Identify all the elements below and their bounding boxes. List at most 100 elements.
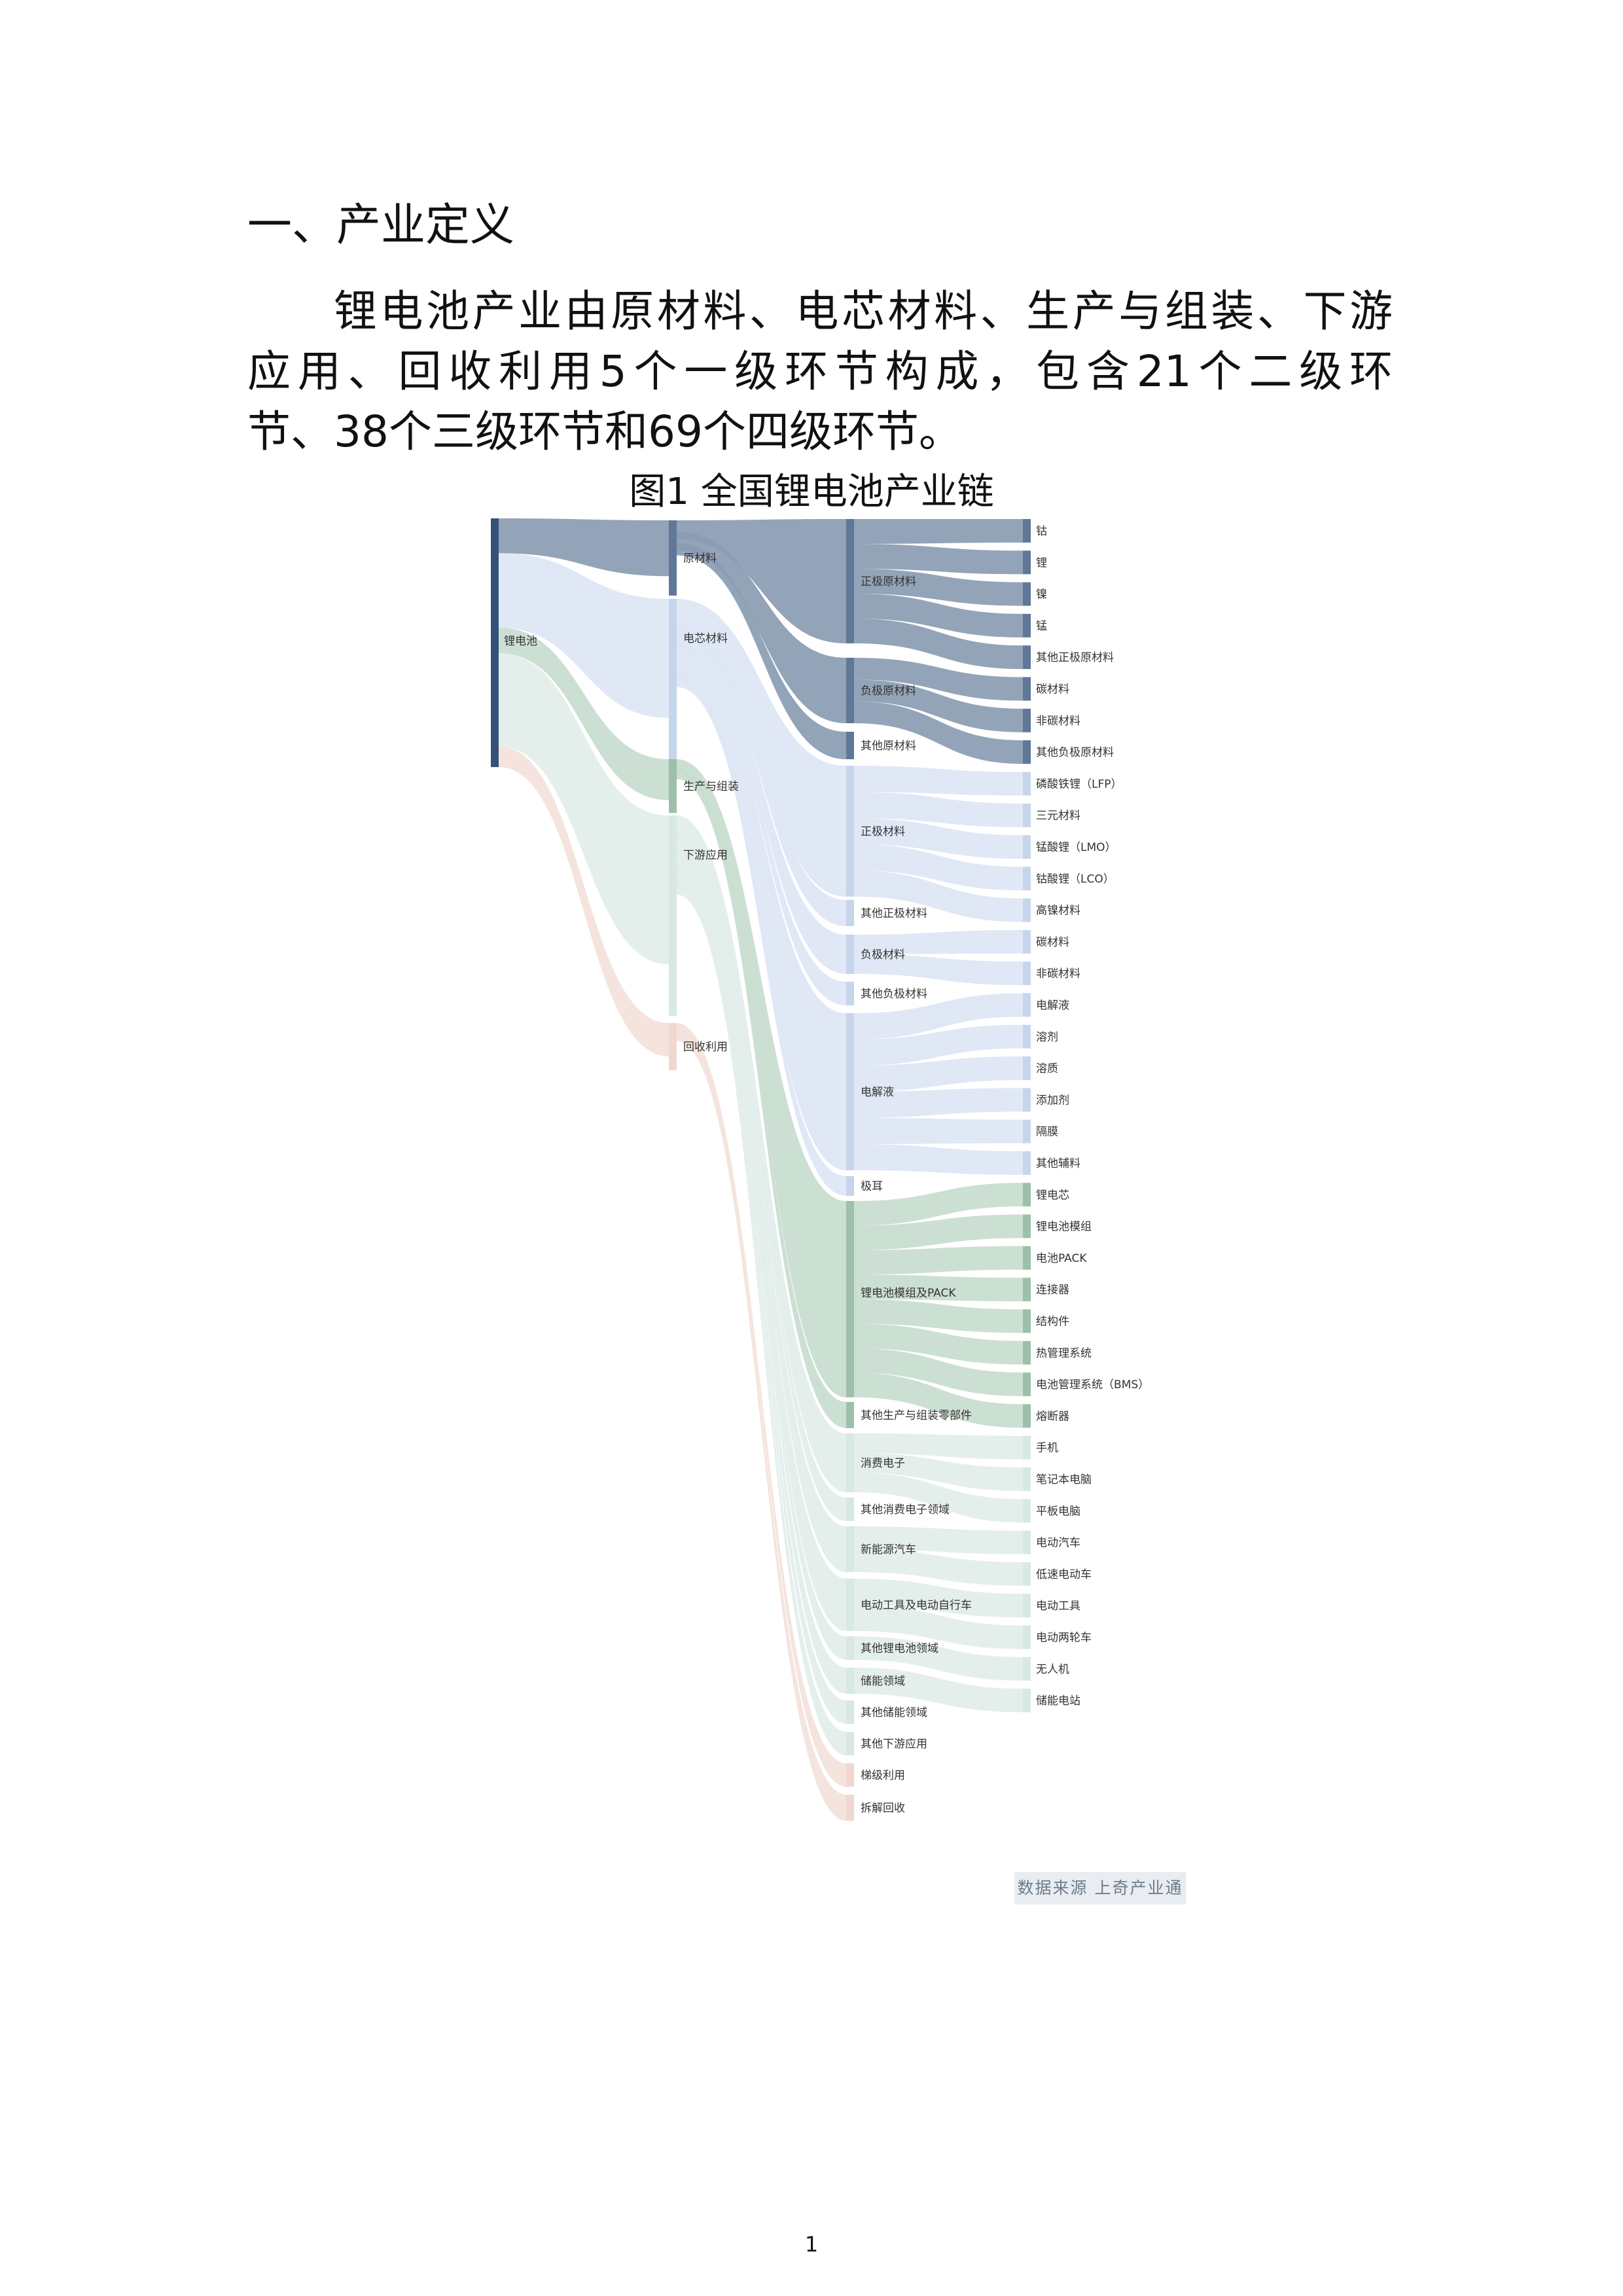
sankey-node-label: 其他原材料: [861, 740, 916, 753]
sankey-node-label: 结构件: [1036, 1316, 1069, 1329]
sankey-node-label: 储能领域: [861, 1675, 905, 1688]
sankey-link-l2-l3: [677, 884, 846, 1755]
sankey-node-label: 电动工具及电动自行车: [861, 1599, 972, 1612]
sankey-link-l3-l4: [854, 594, 1023, 637]
sankey-node-l3: [846, 1402, 854, 1428]
sankey-node-label: 其他消费电子领域: [861, 1503, 950, 1516]
sankey-node-label: 锂电芯: [1036, 1189, 1069, 1202]
sankey-node-l4: [1023, 1689, 1031, 1713]
sankey-link-l3-l4: [854, 1214, 1023, 1250]
sankey-link-l3-l4: [854, 792, 1023, 827]
sankey-node-label: 非碳材料: [1036, 715, 1080, 728]
sankey-link-l2-l3: [677, 640, 846, 1005]
figure-title: 图1 全国锂电池产业链: [629, 471, 994, 513]
sankey-node-label: 电动工具: [1036, 1600, 1080, 1613]
sankey-node-label: 溶剂: [1036, 1031, 1058, 1044]
sankey-node-label: 其他储能领域: [861, 1706, 927, 1719]
sankey-link-l3-l4: [854, 1056, 1023, 1092]
sankey-link-l3-l4: [854, 1088, 1023, 1118]
sankey-node-l3: [846, 1732, 854, 1755]
sankey-link-l3-l4: [854, 929, 1023, 954]
sankey-node-l4: [1023, 1562, 1031, 1586]
sankey-link-l2-l3: [677, 622, 846, 926]
sankey-node-label: 其他生产与组装零部件: [861, 1409, 972, 1422]
sankey-link-l1-l2: [499, 518, 669, 577]
sankey-node-l4: [1023, 1340, 1031, 1365]
sankey-node-label: 其他锂电池领域: [861, 1642, 938, 1655]
sankey-link-l3-l4: [854, 993, 1023, 1039]
sankey-node-l4: [1023, 803, 1031, 827]
sankey-link-l2-l3: [677, 671, 846, 1196]
sankey-node-l3: [846, 1668, 854, 1694]
sankey-node-l4: [1023, 1499, 1031, 1523]
sankey-node-l4: [1023, 772, 1031, 796]
sankey-link-l3-l4: [854, 844, 1023, 891]
sankey-link-l3-l4: [854, 1636, 1023, 1681]
sankey-node-label: 锂电池模组: [1036, 1221, 1092, 1234]
sankey-node-label: 电池PACK: [1036, 1252, 1087, 1265]
paragraph-line: 节、38个三级环节和69个四级环节。: [247, 406, 962, 457]
sankey-node-l4: [1023, 1088, 1031, 1112]
sankey-link-l3-l4: [854, 1453, 1023, 1491]
sankey-node-label: 储能电站: [1036, 1695, 1080, 1708]
sankey-node-label: 磷酸铁锂（LFP）: [1036, 778, 1122, 791]
sankey-link-l2-l3: [677, 878, 846, 1724]
sankey-link-l3-l4: [854, 870, 1023, 922]
sankey-link-l3-l4: [854, 1144, 1023, 1175]
sankey-link-l3-l4: [854, 1526, 1023, 1554]
sankey-node-l4: [1023, 867, 1031, 891]
sankey-node-label: 隔膜: [1036, 1126, 1058, 1139]
sankey-link-l2-l3: [677, 630, 846, 974]
sankey-node-l3: [846, 519, 854, 643]
sankey-node-l3: [846, 1433, 854, 1492]
sankey-node-l4: [1023, 1151, 1031, 1175]
paragraph-line: 锂电池产业由原材料、电芯材料、生产与组装、下游: [334, 286, 1393, 336]
sankey-node-label: 笔记本电脑: [1036, 1473, 1092, 1486]
sankey-node-label: 电解液: [1036, 999, 1069, 1013]
sankey-link-l2-l3: [677, 599, 846, 897]
sankey-link-l3-l4: [854, 1433, 1023, 1460]
sankey-node-l4: [1023, 1309, 1031, 1333]
sankey-node-l3: [846, 1795, 854, 1821]
sankey-node-l2: [669, 759, 677, 813]
sankey-node-label: 其他负极材料: [861, 988, 927, 1001]
sankey-link-l3-l4: [854, 1348, 1023, 1397]
sankey-node-label: 极耳: [861, 1180, 883, 1193]
sankey-link-l3-l4: [854, 818, 1023, 859]
sankey-link-l1-l2: [499, 627, 669, 800]
sankey-node-l4: [1023, 519, 1031, 543]
sankey-node-label: 新能源汽车: [861, 1543, 916, 1556]
paragraph-line: 应用、回收利用5个一级环节构成，包含21个二级环: [247, 346, 1393, 397]
sankey-link-l3-l4: [854, 1372, 1023, 1428]
sankey-node-l3: [846, 658, 854, 723]
sankey-nodes: [491, 518, 1031, 1821]
sankey-node-l4: [1023, 1246, 1031, 1270]
sankey-node-l3: [846, 732, 854, 759]
sankey-link-l2-l3: [677, 870, 846, 1694]
sankey-node-label: 锰: [1036, 620, 1047, 633]
sankey-node-l3: [846, 982, 854, 1005]
sankey-node-l3: [846, 1579, 854, 1631]
sankey-node-label: 电动两轮车: [1036, 1632, 1092, 1645]
sankey-node-label: 锂: [1036, 556, 1047, 569]
sankey-node-label: 正极原材料: [861, 575, 916, 588]
sankey-node-label: 负极原材料: [861, 685, 916, 698]
sankey-link-l3-l4: [854, 1024, 1023, 1066]
sankey-node-label: 平板电脑: [1036, 1505, 1080, 1518]
sankey-node-l4: [1023, 1119, 1031, 1143]
sankey-node-l4: [1023, 1625, 1031, 1649]
sankey-node-label: 消费电子: [861, 1457, 905, 1470]
sankey-link-l3-l4: [854, 1605, 1023, 1649]
section-heading: 一、产业定义: [247, 200, 515, 251]
sankey-node-l3: [846, 1700, 854, 1724]
sankey-link-l3-l4: [854, 1246, 1023, 1275]
sankey-link-l3-l4: [854, 1323, 1023, 1365]
sankey-node-l4: [1023, 550, 1031, 575]
sankey-links: [499, 518, 1023, 1821]
sankey-node-l4: [1023, 835, 1031, 859]
sankey-link-l1-l2: [499, 653, 669, 965]
sankey-node-label: 手机: [1036, 1442, 1058, 1455]
sankey-link-l3-l4: [854, 519, 1023, 544]
